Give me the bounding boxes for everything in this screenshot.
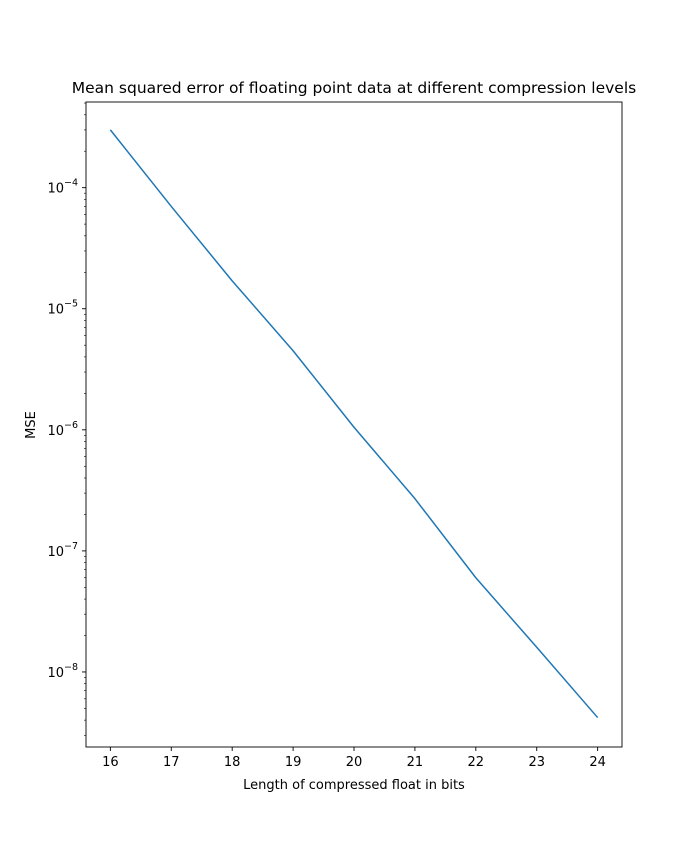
y-axis-ticks: 10−4 10−5 10−6 10−7 10−8 — [47, 102, 86, 736]
x-tick-label: 24 — [589, 755, 606, 770]
x-tick-label: 17 — [163, 755, 180, 770]
x-axis-ticks: 16 17 18 19 20 21 22 23 24 — [102, 747, 606, 770]
x-tick-label: 23 — [528, 755, 545, 770]
x-tick-label: 19 — [285, 755, 302, 770]
y-tick-label: 10−4 — [47, 178, 78, 197]
x-tick-label: 16 — [102, 755, 119, 770]
y-axis-label: MSE — [24, 411, 39, 439]
chart-title: Mean squared error of floating point dat… — [72, 79, 636, 97]
axes — [85, 101, 623, 748]
series-group — [109, 129, 599, 719]
y-tick-label: 10−6 — [47, 420, 78, 439]
y-tick-label: 10−5 — [47, 299, 78, 318]
y-tick-label: 10−7 — [47, 541, 78, 560]
plot-frame — [85, 101, 623, 748]
y-tick-label: 10−8 — [47, 662, 78, 681]
x-tick-label: 18 — [224, 755, 241, 770]
x-axis-label: Length of compressed float in bits — [243, 778, 465, 793]
x-tick-label: 22 — [468, 755, 485, 770]
x-tick-label: 21 — [407, 755, 424, 770]
x-tick-label: 20 — [346, 755, 363, 770]
mse-series-line — [109, 129, 599, 719]
